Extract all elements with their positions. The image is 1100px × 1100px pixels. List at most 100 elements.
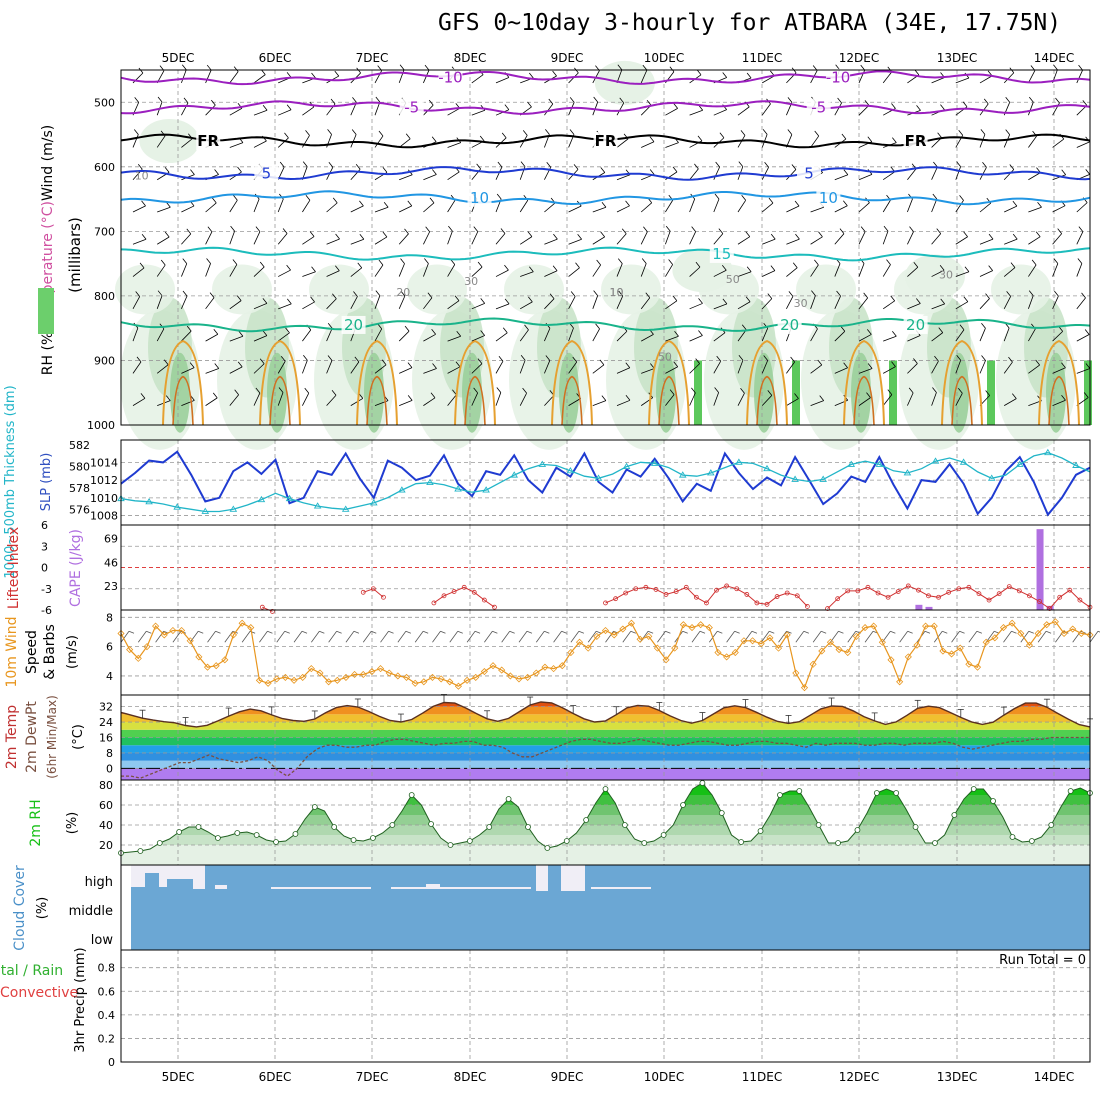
isotherm-label-bg	[341, 315, 366, 334]
wind-barb-flag	[522, 130, 528, 136]
wind-barb-flag	[335, 265, 340, 272]
rh-marker	[1009, 834, 1016, 840]
wind-barb-flag	[432, 169, 437, 175]
lifted-index-marker	[905, 583, 911, 589]
wind-barb	[834, 102, 842, 116]
wind-barb	[713, 166, 721, 180]
rh-marker	[214, 835, 221, 841]
wind-barb	[1003, 327, 1010, 342]
wind-barb	[471, 392, 479, 406]
wind-barb	[253, 302, 268, 310]
wind-barb-flag	[237, 166, 242, 173]
rh-band	[121, 845, 1090, 865]
wind-barb-flag	[956, 161, 961, 167]
wind-barb-flag	[319, 630, 325, 634]
wind-barb-flag	[721, 264, 727, 271]
wind-speed-marker	[688, 624, 696, 632]
wind-barb-flag	[625, 362, 631, 368]
isotherm-label-bg	[806, 98, 831, 117]
wind-barb-flag	[860, 226, 866, 232]
wind-barb-flag	[527, 101, 532, 108]
isotherm-line	[120, 166, 1091, 181]
wind-barb-flag	[146, 630, 152, 634]
wind-barb	[1076, 334, 1090, 342]
wind-barb-flag	[959, 195, 964, 201]
isotherm-label: 20	[344, 316, 363, 334]
wind-barb-flag	[1055, 97, 1060, 104]
wind-barb	[1052, 367, 1066, 374]
wind-barb-flag	[181, 64, 187, 71]
lifted-index-line	[262, 585, 1091, 612]
warm-contour	[648, 340, 690, 426]
wind-barb-flag	[863, 292, 868, 299]
upper-ylabel-wind: Wind (m/s)	[40, 125, 56, 201]
wind-barb	[302, 329, 312, 342]
wind-barb	[326, 298, 337, 310]
wind-barb	[205, 104, 216, 116]
wind-barb-flag	[139, 262, 145, 269]
wind-barb-flag	[311, 72, 316, 79]
wind-barb-flag	[767, 390, 773, 396]
rh-marker	[505, 796, 512, 802]
wind-speed-marker	[852, 632, 860, 640]
wind-barb-flag	[1012, 233, 1018, 240]
wind-barb	[326, 238, 340, 245]
wind-barb-flag	[327, 129, 332, 135]
wind-speed-marker	[939, 647, 947, 655]
lifted-index-marker	[835, 596, 841, 602]
wind-barb	[858, 174, 873, 181]
wind-barb-flag	[330, 98, 336, 105]
wind-speed-marker	[212, 662, 220, 670]
wind-barb	[544, 238, 558, 245]
cape-bar	[1036, 529, 1044, 610]
wind-barb	[592, 295, 599, 309]
rh-area-light	[991, 264, 1051, 315]
isotherm-label-bg	[254, 164, 279, 183]
wind-barb	[640, 263, 647, 277]
wind-barb	[616, 102, 625, 116]
warm-contour-inner	[853, 375, 875, 426]
lifted-index-marker	[643, 584, 649, 590]
wind-barb-flag	[691, 226, 696, 232]
wind-barb-flag	[262, 298, 268, 304]
wind-speed-marker	[316, 669, 324, 677]
rh-legend-swatch	[38, 288, 54, 334]
wind-barb-flag	[1010, 262, 1016, 268]
wind-barb	[622, 631, 632, 643]
wind-speed-marker	[229, 631, 238, 639]
wind-barb-flag	[473, 226, 479, 232]
temp-tick-label: 16	[99, 732, 113, 745]
lifted-index-marker	[825, 606, 830, 611]
wind-tick-label: 6	[106, 641, 113, 654]
wind-speed-marker	[679, 621, 687, 629]
wind-barb-flag	[838, 630, 844, 634]
wind-barb	[665, 300, 678, 310]
wind-barb	[398, 330, 410, 342]
thickness-marker	[622, 462, 631, 470]
wind-barb-flag	[552, 70, 557, 77]
wind-barb	[207, 631, 216, 643]
rh-area-green	[987, 360, 995, 425]
wind-barb	[399, 205, 412, 213]
wind-barb	[979, 328, 986, 342]
wind-barb	[229, 300, 242, 310]
wind-speed-marker	[1077, 629, 1085, 638]
cloud-gap	[271, 887, 371, 889]
wind-speed-marker	[896, 678, 904, 686]
wind-barb-flag	[452, 389, 457, 395]
thickness-marker	[678, 471, 687, 478]
wind-barb	[1004, 238, 1018, 245]
wind-barb	[641, 368, 655, 374]
wind-barb	[1003, 631, 1012, 643]
wind-barb-flag	[267, 630, 273, 634]
wind-barb-flag	[431, 329, 436, 335]
wind-barb-flag	[818, 231, 823, 238]
thickness-marker	[510, 471, 519, 478]
wind-barb	[810, 295, 816, 309]
wind-barb-flag	[509, 630, 515, 634]
wind-barb	[132, 205, 146, 213]
wind-barb	[931, 392, 937, 406]
wind-barb	[689, 392, 696, 406]
lifted-index-marker	[1077, 597, 1083, 603]
wind-barb-flag	[186, 228, 192, 235]
